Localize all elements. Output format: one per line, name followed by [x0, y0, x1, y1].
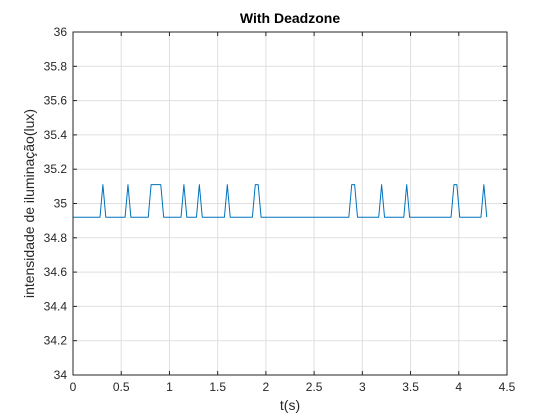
y-axis-label: intensidade de iluminação(lux)	[21, 109, 37, 298]
x-tick-label: 4	[455, 380, 462, 394]
y-tick-label: 34.2	[44, 334, 68, 348]
y-tick-label: 35.6	[44, 94, 68, 108]
x-axis-label: t(s)	[280, 397, 300, 413]
y-tick-label: 35.2	[44, 162, 68, 176]
x-tick-label: 2	[263, 380, 270, 394]
y-tick-label: 34.8	[44, 231, 68, 245]
series-layer	[73, 184, 488, 218]
x-tick-label: 0	[70, 380, 77, 394]
y-tick-labels: 34 34.2 34.4 34.6 34.8 35 35.2 35.4 35.6 35.8 36	[44, 25, 68, 382]
y-tick-label: 34.6	[44, 265, 68, 279]
y-tick-label: 34.4	[44, 299, 68, 313]
x-tick-label: 4.5	[499, 380, 516, 394]
y-tick-label: 35.8	[44, 59, 68, 73]
x-tick-label: 1.5	[209, 380, 226, 394]
y-tick-label: 35.4	[44, 128, 68, 142]
x-tick-label: 1	[166, 380, 173, 394]
x-tick-label: 0.5	[113, 380, 130, 394]
x-tick-labels: 0 0.5 1 1.5 2 2.5 3 3.5 4 4.5	[70, 380, 516, 394]
x-tick-label: 2.5	[306, 380, 323, 394]
x-tick-label: 3	[359, 380, 366, 394]
ticks	[72, 31, 508, 376]
y-tick-label: 36	[54, 25, 68, 39]
y-tick-label: 34	[54, 368, 68, 382]
y-tick-label: 35	[54, 197, 68, 211]
series-line-1	[73, 184, 488, 218]
x-tick-label: 3.5	[402, 380, 419, 394]
chart-title: With Deadzone	[240, 10, 340, 26]
grid	[72, 31, 508, 376]
